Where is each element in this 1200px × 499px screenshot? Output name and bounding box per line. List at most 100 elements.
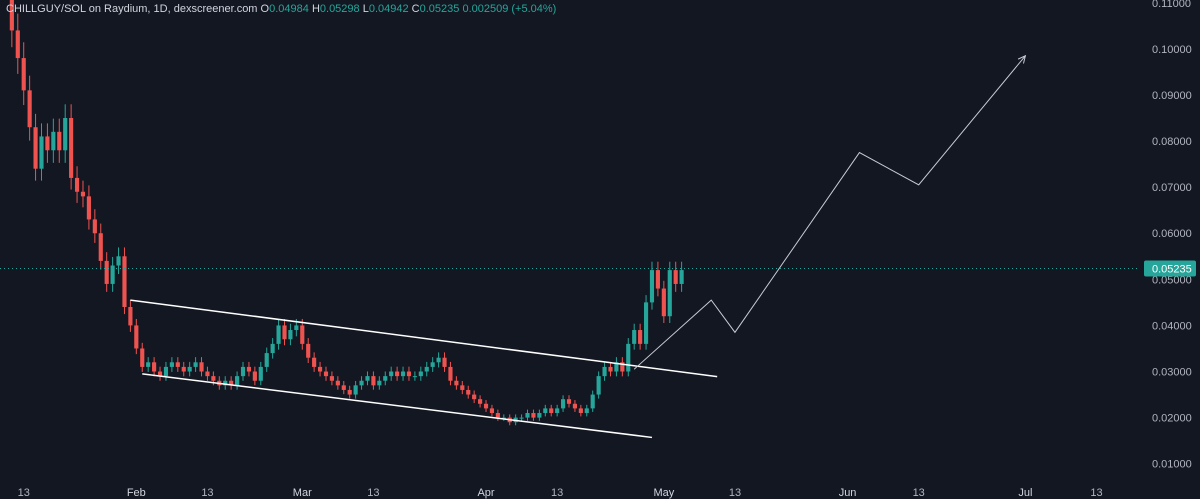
candle-body bbox=[57, 131, 62, 151]
candle-body bbox=[276, 325, 281, 344]
candle-body bbox=[80, 191, 86, 197]
candle-body bbox=[45, 136, 50, 151]
candle-body bbox=[169, 362, 174, 367]
candle bbox=[454, 376, 459, 390]
candle bbox=[175, 357, 180, 372]
y-tick-label: 0.11000 bbox=[1152, 0, 1191, 10]
trendline-channel-upper[interactable] bbox=[130, 299, 718, 378]
candle-body bbox=[620, 362, 625, 372]
projection-path[interactable] bbox=[633, 55, 1026, 370]
candle bbox=[614, 357, 619, 377]
candle bbox=[74, 166, 80, 203]
candle bbox=[400, 366, 406, 381]
price-axis[interactable]: 0.11000 0.10000 0.09000 0.08000 0.07000 0.060… bbox=[1152, 0, 1192, 471]
x-tick-label: 13 bbox=[551, 487, 563, 499]
candle bbox=[128, 299, 133, 332]
symbol-title[interactable]: CHILLGUY/SOL on Raydium, 1D, dexscreener… bbox=[6, 3, 258, 15]
candle-body bbox=[312, 357, 317, 367]
candle bbox=[531, 409, 536, 421]
candle bbox=[229, 376, 234, 390]
candle bbox=[312, 352, 317, 372]
candle-body bbox=[537, 413, 542, 418]
candle-body bbox=[306, 343, 311, 358]
candle bbox=[63, 104, 68, 163]
candle-body bbox=[21, 58, 26, 91]
low-value: 0.04942 bbox=[368, 3, 409, 15]
x-tick-label: 13 bbox=[201, 487, 213, 499]
candle-body bbox=[294, 325, 299, 331]
candle-body bbox=[383, 376, 388, 381]
candle-body bbox=[323, 371, 329, 377]
candle-body bbox=[175, 362, 180, 367]
candle bbox=[252, 366, 257, 386]
candle-body bbox=[638, 330, 643, 344]
candle bbox=[193, 357, 198, 372]
candle bbox=[169, 357, 174, 372]
candle bbox=[679, 261, 684, 292]
candle-body bbox=[430, 362, 435, 367]
x-tick-label: 13 bbox=[18, 487, 30, 499]
y-tick-label: 0.10000 bbox=[1152, 44, 1192, 56]
candle-body bbox=[282, 325, 287, 340]
candle bbox=[377, 376, 382, 390]
open-value: 0.04984 bbox=[269, 3, 309, 15]
candle-body bbox=[69, 118, 74, 178]
time-axis[interactable]: 13 Feb 13 Mar 13 Apr 13 May 13 Jun 13 Jul 13 bbox=[18, 487, 1103, 499]
projection-layer bbox=[633, 54, 1027, 370]
candle bbox=[584, 404, 589, 417]
candle bbox=[638, 323, 643, 350]
candle bbox=[442, 352, 447, 372]
candle bbox=[187, 361, 192, 377]
candle-body bbox=[258, 366, 263, 381]
trendline-channel-lower[interactable] bbox=[142, 373, 653, 439]
candle bbox=[412, 371, 417, 381]
candle-body bbox=[661, 288, 666, 317]
candle-body bbox=[424, 366, 429, 372]
candle bbox=[389, 366, 394, 381]
candle-body bbox=[116, 256, 121, 266]
candle-body bbox=[270, 343, 275, 354]
candle-body bbox=[74, 177, 80, 192]
candle bbox=[489, 404, 495, 417]
candle bbox=[282, 318, 287, 346]
candle bbox=[152, 357, 157, 377]
candle-body bbox=[353, 385, 358, 395]
candle bbox=[92, 209, 97, 243]
candle bbox=[335, 376, 340, 390]
candle-body bbox=[229, 380, 234, 386]
candle-body bbox=[566, 399, 572, 404]
candle-body bbox=[317, 366, 323, 372]
candle-body bbox=[27, 90, 32, 128]
candle bbox=[353, 380, 358, 399]
x-tick-label: Mar bbox=[293, 487, 312, 499]
candle-body bbox=[454, 380, 459, 386]
candle bbox=[205, 366, 210, 381]
candle-body bbox=[140, 348, 145, 367]
candle-body bbox=[483, 403, 489, 409]
candle bbox=[80, 180, 86, 208]
candle-body bbox=[495, 413, 500, 418]
candle-body bbox=[193, 362, 198, 367]
candle bbox=[424, 361, 429, 377]
candle-body bbox=[329, 376, 334, 381]
candle bbox=[134, 318, 139, 355]
candle bbox=[288, 323, 293, 346]
candle bbox=[246, 361, 252, 377]
candle-body bbox=[519, 417, 524, 419]
candle-body bbox=[478, 399, 483, 404]
candle bbox=[673, 261, 678, 292]
y-tick-label: 0.02000 bbox=[1152, 413, 1192, 425]
candle bbox=[15, 13, 20, 74]
candle-body bbox=[406, 371, 412, 377]
candle-body bbox=[152, 362, 157, 372]
x-tick-label: Jun bbox=[839, 487, 857, 499]
candle-body bbox=[98, 233, 103, 261]
candle bbox=[495, 409, 500, 421]
candle bbox=[519, 414, 524, 421]
candle-body bbox=[395, 371, 400, 377]
candle bbox=[57, 118, 62, 163]
projection-arrow-head bbox=[1017, 54, 1027, 64]
candle-body bbox=[555, 408, 560, 414]
candle-body bbox=[578, 408, 583, 414]
